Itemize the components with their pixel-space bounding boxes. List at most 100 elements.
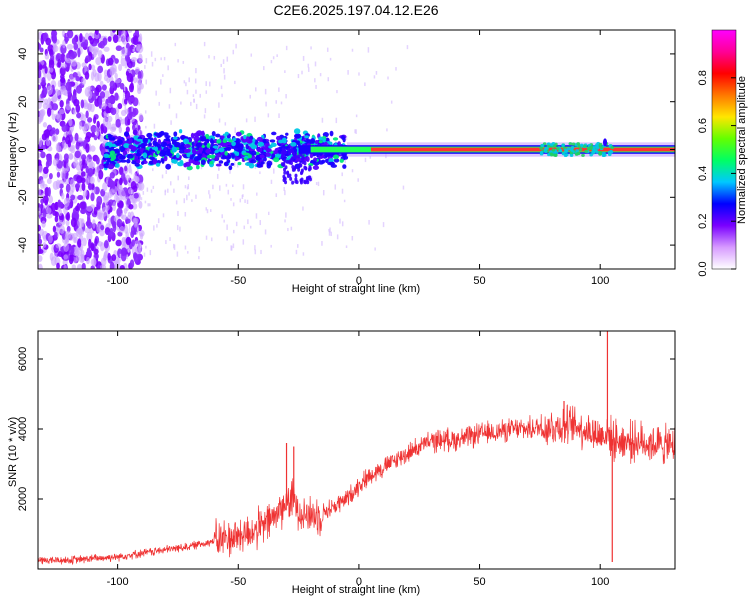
heatmap-cell xyxy=(38,207,42,216)
heatmap-cell xyxy=(179,159,184,165)
heatmap-cell xyxy=(143,252,146,257)
heatmap-cell xyxy=(180,142,185,147)
heatmap-cell xyxy=(302,252,305,256)
heatmap-cell xyxy=(101,84,107,91)
heatmap-cell xyxy=(598,142,603,147)
heatmap-cell xyxy=(132,129,138,136)
heatmap-cell xyxy=(116,218,123,228)
y-tick-label: 4000 xyxy=(17,417,29,441)
heatmap-cell xyxy=(549,152,554,156)
heatmap-cell xyxy=(156,224,158,228)
heatmap-cell xyxy=(52,35,58,44)
heatmap-cell xyxy=(103,240,109,249)
heatmap-cell xyxy=(334,184,337,190)
heatmap-cell xyxy=(45,207,52,214)
heatmap-cell xyxy=(351,169,354,173)
heatmap-cell xyxy=(196,164,200,170)
heatmap-cell xyxy=(283,170,287,175)
heatmap-cell xyxy=(143,137,148,144)
heatmap-cell xyxy=(163,56,166,61)
heatmap-cell xyxy=(328,228,330,232)
heatmap-cell xyxy=(579,143,584,147)
heatmap-cell xyxy=(343,199,346,203)
heatmap-cell xyxy=(184,143,191,148)
heatmap-cell xyxy=(239,198,242,203)
colorbar-tick-label: 0.6 xyxy=(697,118,709,133)
heatmap-cell xyxy=(339,218,341,224)
heatmap-cell xyxy=(125,174,131,181)
heatmap-cell xyxy=(127,249,130,253)
heatmap-cell xyxy=(578,148,583,152)
heatmap-cell xyxy=(122,150,127,156)
heatmap-cell xyxy=(111,30,116,33)
heatmap-cell xyxy=(178,149,185,154)
x-tick-label: 100 xyxy=(591,576,609,588)
heatmap-cell xyxy=(170,120,172,125)
heatmap-cell xyxy=(173,188,175,193)
heatmap-cell xyxy=(136,231,138,235)
heatmap-cell xyxy=(44,66,48,74)
heatmap-cell xyxy=(114,72,118,79)
heatmap-cell xyxy=(54,113,60,120)
heatmap-cell xyxy=(193,132,201,137)
heatmap-cell xyxy=(63,176,70,185)
heatmap-cell xyxy=(65,103,71,111)
heatmap-cell xyxy=(543,147,548,152)
y-tick-label: 20 xyxy=(17,96,29,108)
heatmap-cell xyxy=(195,89,197,94)
heatmap-cell xyxy=(51,133,58,143)
heatmap-cell xyxy=(195,103,198,110)
heatmap-cell xyxy=(120,56,123,61)
heatmap-cell xyxy=(60,63,67,69)
snr-plot-area xyxy=(38,331,675,569)
heatmap-cell xyxy=(153,132,160,136)
heatmap-cell xyxy=(38,248,44,255)
heatmap-cell xyxy=(51,113,56,121)
heatmap-cell xyxy=(245,162,251,166)
heatmap-cell xyxy=(51,127,56,133)
heatmap-cell xyxy=(118,190,122,196)
heatmap-cell xyxy=(218,118,221,123)
heatmap-cell xyxy=(62,39,66,49)
heatmap-cell xyxy=(169,87,172,94)
heatmap-cell xyxy=(109,150,116,156)
heatmap-cell xyxy=(284,70,286,73)
heatmap-cell xyxy=(56,145,62,153)
heatmap-cell xyxy=(226,236,228,241)
heatmap-cell xyxy=(84,32,90,42)
heatmap-cell xyxy=(100,124,104,135)
heatmap-cell xyxy=(205,235,208,240)
heatmap-cell xyxy=(128,138,133,143)
heatmap-cell xyxy=(215,163,222,167)
heatmap-cell xyxy=(341,172,343,177)
heatmap-cell xyxy=(293,128,301,135)
heatmap-cell xyxy=(120,48,127,57)
heatmap-cell xyxy=(87,117,93,123)
heatmap-cell xyxy=(285,94,287,99)
heatmap-cell xyxy=(131,107,133,112)
heatmap-cell xyxy=(115,45,122,52)
heatmap-cell xyxy=(310,137,316,144)
heatmap-cell xyxy=(341,188,344,194)
heatmap-cell xyxy=(107,96,113,104)
heatmap-cell xyxy=(382,222,385,228)
heatmap-cell xyxy=(73,98,80,107)
heatmap-cell xyxy=(232,49,235,55)
y-tick-label: 6000 xyxy=(17,347,29,371)
heatmap-cell xyxy=(186,152,191,158)
heatmap-cell xyxy=(126,254,129,260)
heatmap-cell xyxy=(61,192,65,200)
heatmap-cell xyxy=(259,154,265,159)
heatmap-cell xyxy=(291,156,295,161)
heatmap-cell xyxy=(254,116,256,122)
heatmap-cell xyxy=(130,169,133,175)
heatmap-cell xyxy=(97,208,102,218)
heatmap-cell xyxy=(203,142,208,146)
heatmap-cell xyxy=(243,157,248,161)
heatmap-cell xyxy=(95,156,100,165)
heatmap-cell xyxy=(218,166,220,171)
heatmap-cell xyxy=(108,231,114,237)
heatmap-cell xyxy=(71,183,75,193)
heatmap-cell xyxy=(103,153,110,158)
